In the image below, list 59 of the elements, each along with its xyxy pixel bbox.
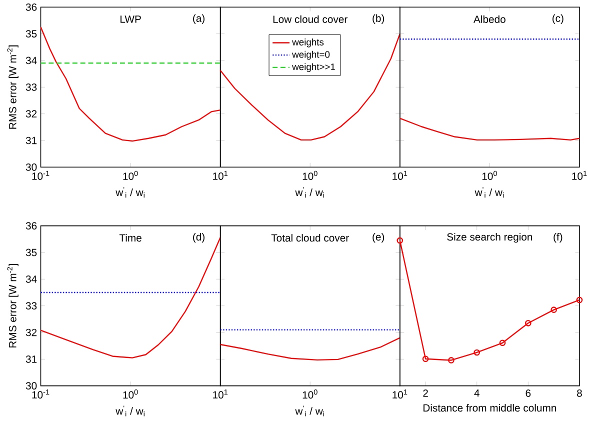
text: Time: [119, 234, 142, 242]
y-tick-label: 32: [26, 329, 37, 336]
x-tick-label: 10$^{1}$: [213, 390, 228, 399]
y-axis-title: RMS error [W m$^{-2}$]: [7, 264, 18, 348]
x-axis-title: w$^{'}$$_{i}$ / w$_{i}$: [295, 406, 324, 417]
x-axis-title: w$^{'}$$_{i}$ / w$_{i}$: [116, 187, 144, 198]
annotation: (b): [372, 14, 384, 24]
y-tick-label: 35: [26, 30, 37, 38]
x-tick-label: 10$^{1}$: [392, 390, 408, 399]
x-tick-label: 10$^{-1}$: [32, 171, 50, 180]
x-tick-label: 10$^{0}$: [302, 390, 318, 399]
x-tick-label: 10$^{0}$: [123, 171, 138, 180]
annotation: (f): [554, 233, 562, 243]
x-axis-title: w$^{'}$$_{i}$ / w$_{i}$: [474, 187, 504, 198]
text: Low cloud cover: [273, 16, 348, 24]
y-tick-label: 33: [26, 302, 37, 310]
x-tick-label: 2: [423, 390, 428, 397]
y-tick-label: 34: [26, 276, 37, 284]
x-tick-label: 10$^{0}$: [123, 390, 138, 399]
y-tick-label: 33: [26, 84, 37, 92]
x-tick-label: 10$^{1}$: [572, 171, 587, 180]
x-axis-title: w$^{'}$$_{i}$ / w$_{i}$: [295, 187, 324, 198]
x-tick-label: 6: [526, 390, 531, 398]
y-tick-label: 30: [26, 382, 37, 390]
annotation: (e): [372, 233, 384, 243]
text: Size search region: [447, 233, 532, 243]
x-tick-label: 8: [577, 390, 582, 398]
legend-label: weight=0: [292, 51, 330, 60]
point: [422, 356, 429, 362]
y-tick-label: 31: [26, 137, 37, 144]
y-tick-label: 30: [26, 164, 37, 172]
x-axis-title: w$^{'}$$_{i}$ / w$_{i}$: [116, 406, 144, 417]
y-tick-label: 31: [26, 356, 37, 364]
y-tick-label: 36: [26, 4, 37, 12]
point: [525, 320, 532, 327]
x-tick-label: 10$^{1}$: [213, 171, 228, 180]
text: Albedo: [474, 16, 506, 24]
y-tick-label: 35: [26, 249, 37, 256]
legend-label: weight>>1: [292, 63, 336, 72]
y-tick-label: 34: [26, 57, 37, 64]
x-tick-label: 10$^{-1}$: [32, 390, 50, 399]
y-tick-label: 32: [26, 110, 37, 118]
point: [550, 306, 557, 314]
x-tick-label: 10$^{0}$: [302, 171, 318, 180]
annotation: (d): [193, 233, 204, 243]
legend-label: weights: [292, 38, 324, 48]
y-tick-label: 36: [26, 222, 37, 230]
x-tick-label: 4: [474, 390, 480, 397]
y-axis-title: RMS error [W m$^{-2}$]: [7, 46, 18, 129]
annotation: (a): [193, 14, 204, 24]
text: LWP: [120, 16, 141, 23]
point: [448, 357, 454, 364]
annotation: (c): [552, 14, 564, 24]
point: [499, 340, 506, 346]
text: Total cloud cover: [271, 234, 349, 242]
point: [474, 350, 480, 356]
x-tick-label: 10$^{1}$: [392, 171, 408, 180]
x-tick-label: 10$^{0}$: [482, 171, 497, 180]
x-axis-title: Distance from middle column: [424, 404, 556, 412]
